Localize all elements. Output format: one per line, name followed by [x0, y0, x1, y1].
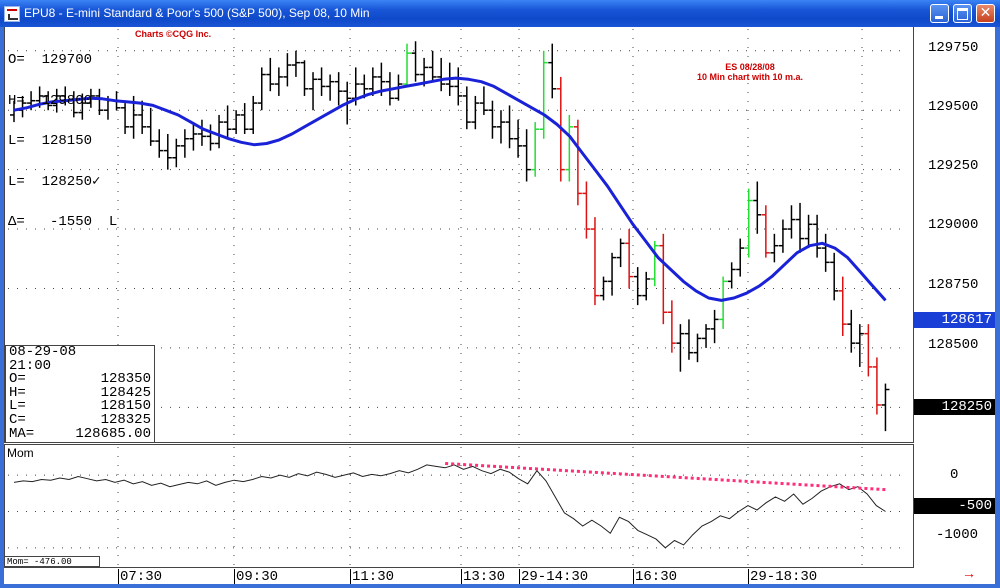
info-value: 128325: [100, 411, 151, 428]
window-title: EPU8 - E-mini Standard & Poor's 500 (S&P…: [24, 6, 370, 20]
price-axis-label: 129750: [928, 40, 979, 56]
time-axis-label: 29-18:30: [750, 569, 818, 585]
info-time: 21:00: [9, 357, 52, 374]
annotation-line-2: 10 Min chart with 10 m.a.: [696, 72, 804, 82]
price-axis-label: 128750: [928, 277, 979, 293]
price-axis-label: 129500: [928, 99, 979, 115]
current-price-tag: 128617: [914, 312, 995, 328]
chart-canvas[interactable]: [0, 27, 1000, 588]
info-key: H=: [9, 384, 26, 401]
minimize-icon: [935, 16, 943, 19]
maximize-icon: [957, 8, 968, 20]
momentum-axis-label: -1000: [936, 527, 979, 543]
momentum-readout: Mom= -476.00: [4, 556, 100, 567]
info-value: 128350: [100, 371, 151, 388]
info-row-close: C= 128325: [6, 411, 154, 428]
window-title-bar[interactable]: EPU8 - E-mini Standard & Poor's 500 (S&P…: [0, 0, 1000, 27]
time-axis-tick: [519, 569, 520, 587]
window-left-border: [0, 27, 4, 588]
ohlc-last: L= 128250✓: [8, 173, 101, 190]
annotation-line-1: ES 08/28/08: [725, 62, 775, 72]
scroll-right-arrow-icon[interactable]: →: [962, 565, 976, 581]
info-key: C=: [9, 411, 26, 428]
info-key: O=: [9, 371, 26, 388]
info-value: 128425: [100, 384, 151, 401]
price-axis-label: 128500: [928, 337, 979, 353]
cqg-credit: Charts ©CQG Inc.: [135, 29, 212, 39]
window-right-border: [995, 27, 1000, 588]
chart-annotation: ES 08/28/08 10 Min chart with 10 m.a.: [640, 62, 860, 82]
ohlc-open: O= 129700: [8, 52, 93, 68]
info-key: MA=: [9, 425, 35, 442]
price-axis-label: 129000: [928, 217, 979, 233]
info-row-low: L= 128150: [6, 400, 154, 414]
momentum-pane-frame: [4, 444, 914, 568]
time-axis-tick: [461, 569, 462, 587]
time-axis-tick: [748, 569, 749, 587]
time-axis-tick: [118, 569, 119, 587]
time-axis-label: 11:30: [352, 569, 395, 585]
close-button[interactable]: ✕: [976, 4, 995, 23]
close-icon: ✕: [979, 5, 992, 21]
momentum-label: Mom: [7, 446, 34, 460]
time-axis-label: 13:30: [463, 569, 506, 585]
momentum-trend-line: [445, 461, 886, 492]
price-axis-label: 129250: [928, 158, 979, 174]
last-price-tag: 128250: [914, 399, 995, 415]
time-axis-tick: [633, 569, 634, 587]
time-axis-label: 07:30: [120, 569, 163, 585]
ohlc-high: H= 129800: [8, 92, 93, 109]
info-value: 128150: [100, 398, 151, 415]
time-axis-label: 09:30: [236, 569, 279, 585]
ohlc-change: Δ= -1550 L: [8, 214, 118, 230]
chart-area[interactable]: O= 129700 H= 129800 L= 128150 L= 128250✓…: [0, 27, 1000, 588]
info-key: L=: [9, 398, 26, 415]
maximize-button[interactable]: [953, 4, 972, 23]
info-row-high: H= 128425: [6, 384, 154, 401]
info-row-ma: MA= 128685.00: [6, 425, 154, 442]
price-pane-frame: [4, 27, 914, 443]
time-axis-tick: [350, 569, 351, 587]
chart-app-icon[interactable]: [4, 6, 20, 22]
info-value: 128685.00: [75, 425, 151, 442]
momentum-value-tag: -500: [914, 498, 995, 514]
info-row-open: O= 128350: [6, 371, 154, 388]
time-axis-label: 16:30: [635, 569, 678, 585]
window-bottom-border: [0, 584, 1000, 588]
bar-info-box: 08-29-08 21:00 O= 128350 H= 128425 L= 12815…: [5, 345, 155, 443]
ohlc-low: L= 128150: [8, 133, 93, 149]
info-date-row: 08-29-08: [6, 344, 154, 360]
minimize-button[interactable]: [930, 4, 949, 23]
moving-average-line: [13, 76, 887, 302]
time-axis-tick: [234, 569, 235, 587]
momentum-line: [13, 464, 886, 549]
momentum-axis-label: 0: [950, 467, 959, 483]
ohlc-readout: O= 129700 H= 129800 L= 128150 L= 128250✓…: [8, 27, 117, 257]
info-date: 08-29-08: [9, 344, 77, 360]
info-time-row: 21:00: [6, 357, 154, 374]
time-axis-label: 29-14:30: [521, 569, 589, 585]
